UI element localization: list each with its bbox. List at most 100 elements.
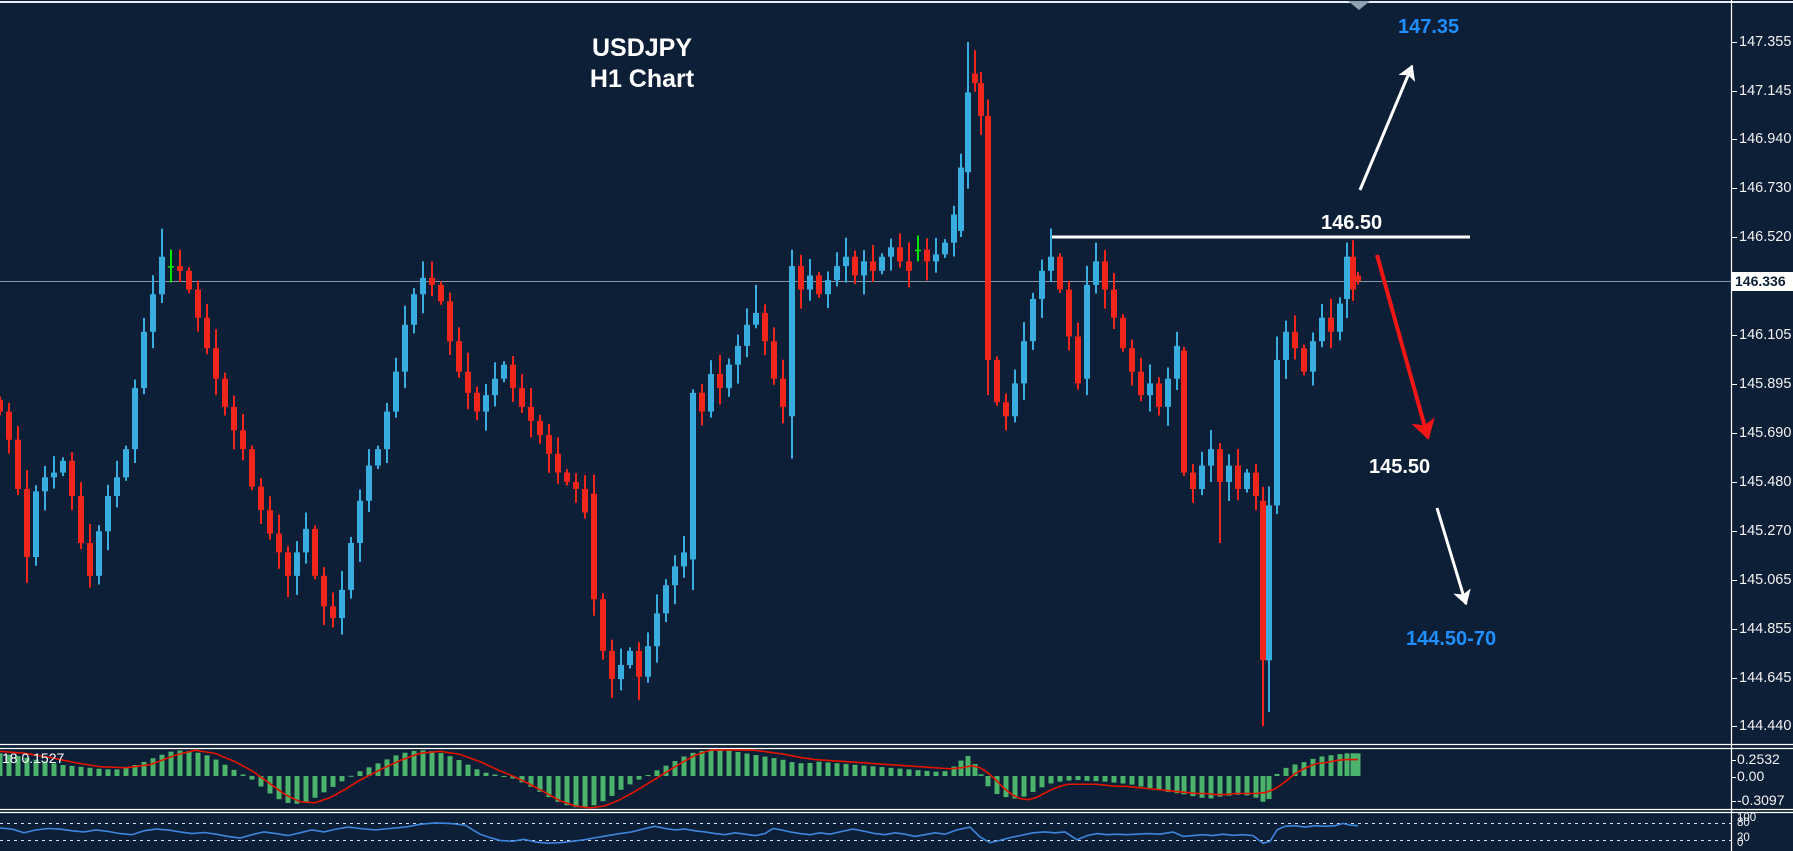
- candle: [1129, 339, 1135, 386]
- candle: [150, 275, 156, 349]
- upper-target-label: 147.35: [1398, 16, 1460, 38]
- candle: [1235, 449, 1241, 501]
- histogram-bar: [1274, 773, 1280, 776]
- candle: [627, 647, 633, 669]
- candle: [582, 475, 588, 519]
- candle: [654, 594, 660, 663]
- candle: [1292, 315, 1298, 360]
- candle: [204, 303, 210, 355]
- candle: [1310, 332, 1316, 386]
- candle: [285, 546, 291, 597]
- histogram-bar: [555, 776, 561, 802]
- candle: [321, 567, 327, 626]
- histogram-bar: [645, 774, 651, 776]
- histogram-bar: [771, 758, 777, 776]
- histogram-bar: [474, 769, 480, 776]
- histogram-bar: [1093, 776, 1099, 782]
- histogram-bar: [726, 750, 732, 776]
- candle: [978, 71, 984, 135]
- candle: [1003, 393, 1009, 431]
- stochastic-line: [0, 822, 1359, 845]
- candle: [6, 402, 12, 454]
- histogram-bar: [1310, 758, 1316, 776]
- candle: [186, 267, 192, 294]
- candle: [843, 237, 849, 283]
- candle: [1084, 265, 1090, 396]
- histogram-bar: [942, 771, 948, 776]
- candle: [69, 452, 75, 510]
- histogram-bar: [1057, 776, 1063, 782]
- candle: [303, 512, 309, 564]
- candle: [906, 242, 912, 288]
- candle: [1319, 303, 1325, 348]
- candle: [78, 482, 84, 550]
- signal-line: [0, 749, 1358, 809]
- histogram-bar: [744, 753, 750, 776]
- histogram-bar: [6, 754, 12, 776]
- histogram-bar: [1266, 776, 1272, 800]
- candle: [1120, 314, 1126, 352]
- histogram-bar: [861, 765, 867, 776]
- price-axis-label: 145.065: [1739, 572, 1792, 588]
- histogram-bar: [240, 774, 246, 776]
- candle: [231, 395, 237, 450]
- histogram-bar: [1129, 776, 1135, 785]
- histogram-bar: [1337, 754, 1343, 776]
- histogram-bar: [60, 764, 66, 776]
- price-axis-label: 147.145: [1739, 83, 1792, 99]
- candle: [861, 250, 867, 295]
- price-axis-label: 147.355: [1739, 34, 1792, 50]
- candle: [96, 525, 102, 585]
- histogram-bar: [1226, 776, 1232, 796]
- histogram-bar: [780, 759, 786, 776]
- histogram-bar: [303, 776, 309, 802]
- candle: [852, 250, 858, 285]
- histogram-bar: [933, 771, 939, 776]
- candle: [816, 271, 822, 298]
- candle: [411, 288, 417, 334]
- histogram-bar: [402, 752, 408, 776]
- stochastic-scale-label: 20: [1737, 832, 1750, 844]
- histogram-bar: [168, 751, 174, 776]
- histogram-bar: [375, 763, 381, 776]
- candle: [663, 579, 669, 623]
- histogram-bar: [1355, 753, 1361, 776]
- histogram-bar: [456, 760, 462, 776]
- histogram-bar: [1066, 776, 1072, 781]
- histogram-bar: [825, 762, 831, 776]
- histogram-bar: [951, 766, 957, 776]
- histogram-bar: [1253, 776, 1259, 798]
- candle: [1260, 486, 1266, 727]
- candle: [1039, 259, 1045, 318]
- histogram-bar: [978, 774, 984, 776]
- histogram-bar: [798, 763, 804, 776]
- histogram-bar: [195, 752, 201, 776]
- candle: [456, 327, 462, 378]
- histogram-bar: [924, 770, 930, 776]
- histogram-bar: [483, 772, 489, 776]
- histogram-bar: [267, 776, 273, 794]
- histogram-bar: [411, 750, 417, 776]
- candle: [870, 244, 876, 283]
- histogram-bar: [24, 757, 30, 776]
- histogram-bar: [1190, 776, 1196, 797]
- candle: [474, 386, 480, 421]
- histogram-bar: [843, 763, 849, 776]
- candle: [564, 469, 570, 486]
- candle: [366, 449, 372, 513]
- candle: [807, 259, 813, 301]
- candle: [420, 261, 426, 314]
- candle: [573, 473, 579, 503]
- candle: [294, 541, 300, 595]
- histogram-bar: [258, 776, 264, 787]
- histogram-bar: [994, 776, 1000, 795]
- candle: [1075, 322, 1081, 390]
- candle: [708, 360, 714, 418]
- price-axis-label: 146.730: [1739, 180, 1792, 196]
- price-axis-label: 144.645: [1739, 670, 1792, 686]
- histogram-bar: [600, 776, 606, 802]
- candle: [1301, 344, 1307, 376]
- histogram-bar: [501, 776, 507, 777]
- candle: [213, 329, 219, 396]
